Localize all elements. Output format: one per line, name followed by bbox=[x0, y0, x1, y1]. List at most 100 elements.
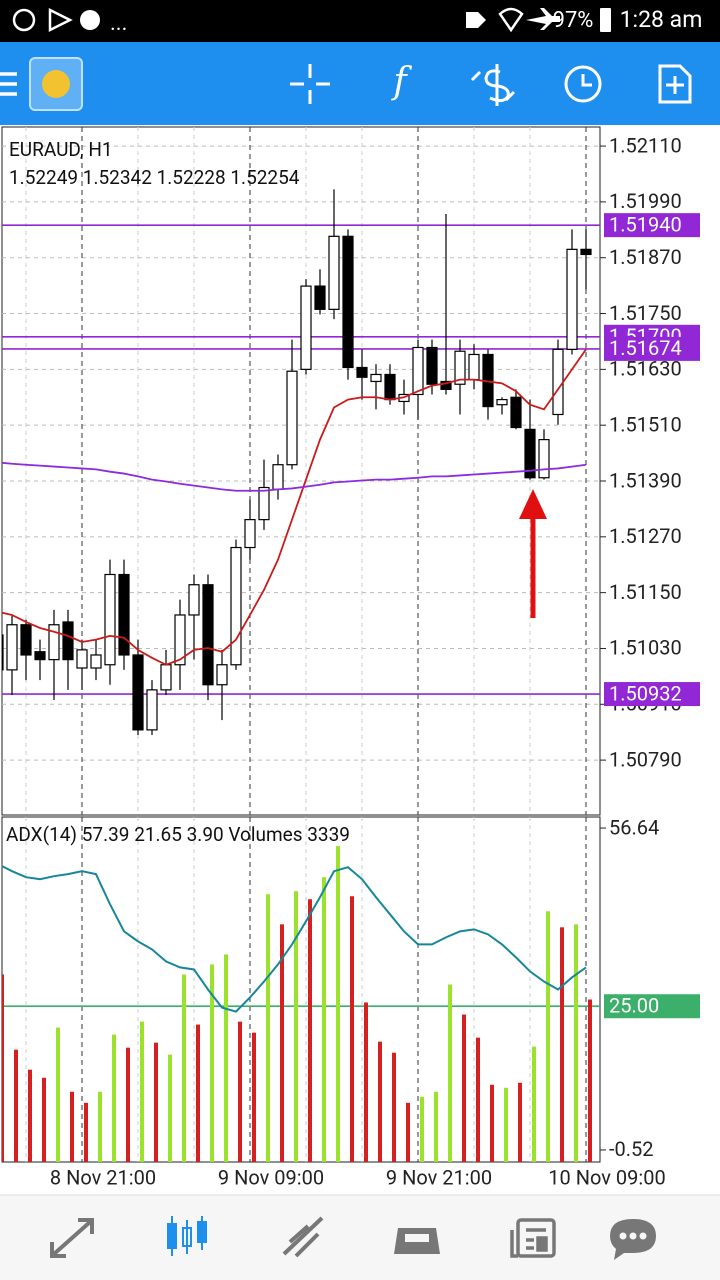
volume-bar bbox=[462, 1014, 466, 1162]
candle-body bbox=[174, 614, 186, 666]
menu-button[interactable] bbox=[0, 72, 17, 96]
moving-average bbox=[2, 461, 587, 492]
volume-bar bbox=[2, 974, 4, 1162]
volume-bar bbox=[210, 964, 214, 1162]
candle-body bbox=[188, 584, 200, 616]
trade-tab[interactable] bbox=[282, 1216, 324, 1258]
candle-body bbox=[496, 398, 508, 406]
y-tick-label: 1.51030 bbox=[609, 636, 682, 660]
volume-bar bbox=[70, 1091, 74, 1162]
candle-body bbox=[538, 439, 550, 479]
volume-bar bbox=[392, 1052, 396, 1162]
y-tick-label: 1.51150 bbox=[609, 580, 682, 604]
candle-body bbox=[6, 624, 18, 671]
adx-line bbox=[2, 865, 587, 1013]
chart-ohlc: 1.52249 1.52342 1.52228 1.52254 bbox=[9, 166, 300, 189]
candle-body bbox=[342, 235, 354, 369]
x-tick-label: 10 Nov 09:00 bbox=[548, 1165, 665, 1189]
y-tick-label: 1.51270 bbox=[609, 524, 682, 548]
level-label: 25.00 bbox=[609, 994, 659, 1018]
candle-body bbox=[510, 396, 522, 429]
volume-bar bbox=[434, 1091, 438, 1162]
chart-title: EURAUD, H1 bbox=[9, 138, 113, 161]
indicator-title: ADX(14) 57.39 21.65 3.90 Volumes 3339 bbox=[6, 823, 350, 846]
y-tick-label: 1.50790 bbox=[609, 747, 682, 771]
volume-bar bbox=[588, 999, 592, 1162]
bottom-nav bbox=[0, 1195, 720, 1280]
candle-body bbox=[48, 624, 60, 661]
status-icons-left bbox=[12, 7, 100, 33]
volume-bar bbox=[126, 1047, 130, 1162]
volume-bar bbox=[476, 1037, 480, 1162]
y-tick-label: 1.52110 bbox=[609, 133, 682, 157]
volume-bar bbox=[532, 1046, 536, 1162]
x-tick-label: 9 Nov 21:00 bbox=[386, 1165, 492, 1189]
candle-body bbox=[34, 651, 46, 661]
candle-body bbox=[76, 649, 88, 669]
status-icons-right bbox=[466, 7, 611, 33]
volume-bar bbox=[518, 1082, 522, 1162]
crosshair-button[interactable] bbox=[290, 64, 330, 104]
chart-tab[interactable] bbox=[167, 1216, 207, 1256]
volume-bar bbox=[350, 896, 354, 1162]
y-tick-label: 1.51990 bbox=[609, 189, 682, 213]
volume-bar bbox=[182, 974, 186, 1162]
arrow-annotation bbox=[519, 489, 547, 618]
level-label-box bbox=[604, 994, 700, 1019]
volume-bar bbox=[504, 1087, 508, 1162]
volume-bar bbox=[336, 846, 340, 1162]
volume-bar bbox=[112, 1034, 116, 1162]
news-tab[interactable] bbox=[510, 1218, 556, 1258]
volume-bar bbox=[490, 1084, 494, 1162]
trade-button[interactable] bbox=[470, 64, 516, 106]
volume-bar bbox=[42, 1077, 46, 1162]
status-battery: 97% bbox=[553, 8, 594, 33]
volume-bar bbox=[154, 1042, 158, 1162]
volume-bar bbox=[84, 1102, 88, 1162]
candle-body bbox=[2, 634, 4, 671]
volume-bar bbox=[560, 927, 564, 1162]
candle-body bbox=[62, 621, 74, 661]
y-tick-label: -0.52 bbox=[609, 1137, 654, 1161]
volume-bar bbox=[364, 1002, 368, 1162]
volume-bar bbox=[574, 924, 578, 1162]
toolbar bbox=[0, 42, 720, 125]
volume-bar bbox=[420, 1096, 424, 1162]
candle-body bbox=[202, 584, 214, 686]
volume-bar bbox=[406, 1102, 410, 1162]
volume-bar bbox=[294, 891, 298, 1162]
candle-body bbox=[272, 464, 284, 490]
candle-body bbox=[580, 248, 592, 256]
periods-button[interactable] bbox=[564, 65, 602, 103]
history-tab[interactable] bbox=[394, 1228, 440, 1254]
status-more: ... bbox=[110, 11, 127, 36]
candle-body bbox=[244, 519, 256, 549]
candle-body bbox=[328, 235, 340, 310]
candle-body bbox=[552, 348, 564, 416]
app-icon-coin bbox=[42, 70, 70, 98]
volume-bar bbox=[14, 1049, 18, 1162]
moving-average bbox=[2, 348, 587, 666]
level-label: 1.51674 bbox=[609, 336, 682, 360]
new-order-button[interactable] bbox=[658, 64, 692, 104]
y-tick-label: 1.51510 bbox=[609, 412, 682, 436]
volume-bar bbox=[224, 954, 228, 1162]
candle-body bbox=[384, 373, 396, 401]
volume-bar bbox=[266, 894, 270, 1162]
candle-body bbox=[440, 380, 452, 390]
volume-bar bbox=[448, 984, 452, 1162]
candle-body bbox=[524, 428, 536, 479]
volume-bar bbox=[196, 1024, 200, 1162]
candle-body bbox=[216, 664, 228, 686]
volume-bar bbox=[252, 1032, 256, 1162]
x-tick-label: 9 Nov 09:00 bbox=[218, 1165, 324, 1189]
chat-tab[interactable] bbox=[610, 1219, 656, 1260]
candle-body bbox=[146, 689, 158, 731]
quotes-tab[interactable] bbox=[50, 1218, 94, 1258]
volume-bar bbox=[378, 1041, 382, 1162]
status-time: 1:28 am bbox=[620, 6, 703, 33]
y-tick-label: 1.51870 bbox=[609, 245, 682, 269]
candle-body bbox=[118, 573, 130, 656]
